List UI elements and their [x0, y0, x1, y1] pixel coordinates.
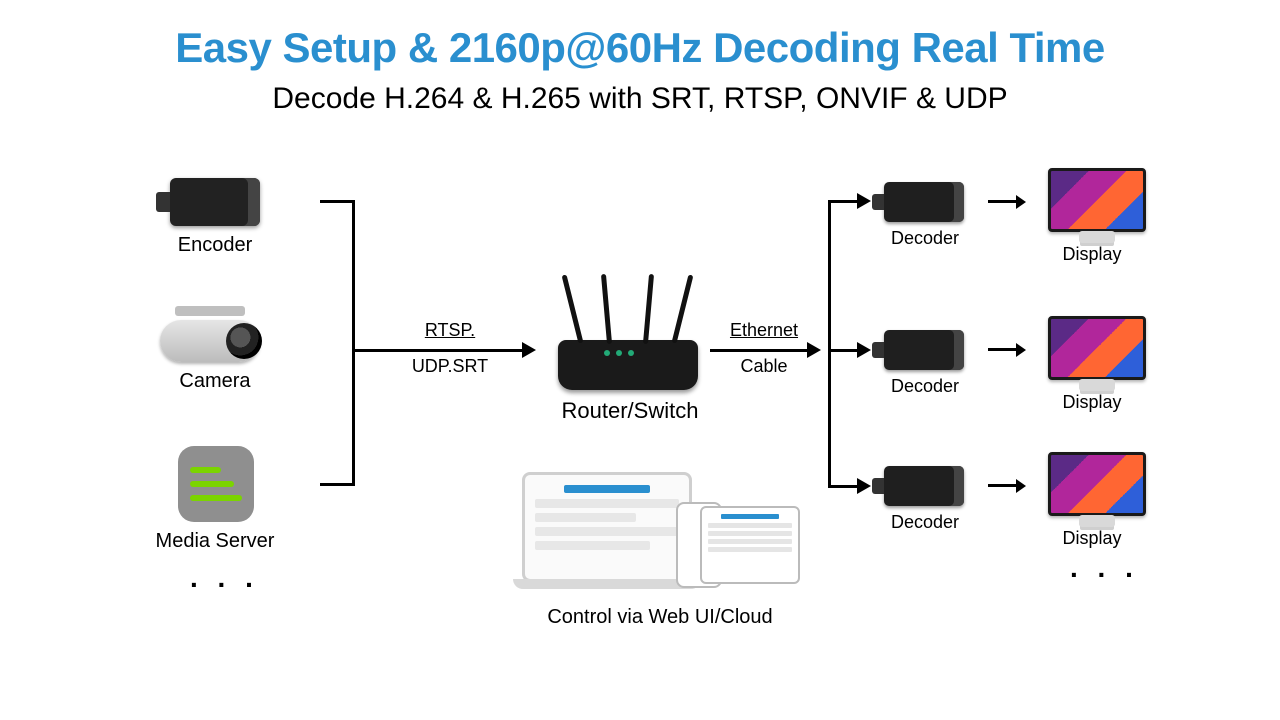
right-arrow-label1: Ethernet — [714, 320, 814, 341]
decoder-to-display-arrow-3 — [988, 484, 1016, 487]
camera-mount-icon — [175, 306, 245, 316]
decoder-to-display-arrow-1 — [988, 200, 1016, 203]
display-label-3: Display — [1042, 528, 1142, 549]
decoder-to-display-arrow-2 — [988, 348, 1016, 351]
encoder-label: Encoder — [160, 234, 270, 257]
outputs-ellipsis: . . . — [1070, 552, 1139, 584]
decoder-label-1: Decoder — [870, 228, 980, 249]
left-arrow-label2: UDP.SRT — [390, 356, 510, 377]
right-bracket-v — [828, 200, 831, 488]
media-server-label: Media Server — [150, 530, 280, 553]
right-bracket-bot — [828, 485, 860, 488]
left-bracket-bot — [320, 483, 352, 486]
camera-label: Camera — [160, 370, 270, 393]
laptop-icon — [522, 472, 692, 582]
page-title: Easy Setup & 2160p@60Hz Decoding Real Ti… — [0, 24, 1280, 72]
decoder-icon-3 — [884, 466, 964, 506]
encoder-icon — [170, 178, 260, 226]
right-arrow-line — [710, 349, 810, 352]
router-icon — [558, 340, 698, 390]
right-arrow-label2: Cable — [714, 356, 814, 377]
decoder-icon-1 — [884, 182, 964, 222]
page-subtitle: Decode H.264 & H.265 with SRT, RTSP, ONV… — [0, 82, 1280, 116]
display-label-2: Display — [1042, 392, 1142, 413]
left-bracket-top — [320, 200, 352, 203]
router-label: Router/Switch — [540, 398, 720, 424]
left-arrow-label1: RTSP. — [400, 320, 500, 341]
decoder-label-3: Decoder — [870, 512, 980, 533]
left-bracket-v — [352, 200, 355, 486]
display-icon-2 — [1048, 316, 1146, 380]
sources-ellipsis: . . . — [190, 562, 259, 594]
right-branch-arrow-3 — [857, 478, 871, 494]
display-icon-1 — [1048, 168, 1146, 232]
display-label-1: Display — [1042, 244, 1142, 265]
media-server-icon — [178, 446, 254, 522]
left-arrow-line — [355, 349, 525, 352]
decoder-label-2: Decoder — [870, 376, 980, 397]
display-icon-3 — [1048, 452, 1146, 516]
control-label: Control via Web UI/Cloud — [510, 606, 810, 629]
right-branch-arrow-1 — [857, 193, 871, 209]
tablet-icon — [700, 506, 800, 584]
left-arrow-head — [522, 342, 536, 358]
right-bracket-mid — [828, 349, 860, 352]
camera-icon — [160, 320, 260, 362]
right-bracket-top — [828, 200, 860, 203]
right-branch-arrow-2 — [857, 342, 871, 358]
decoder-icon-2 — [884, 330, 964, 370]
